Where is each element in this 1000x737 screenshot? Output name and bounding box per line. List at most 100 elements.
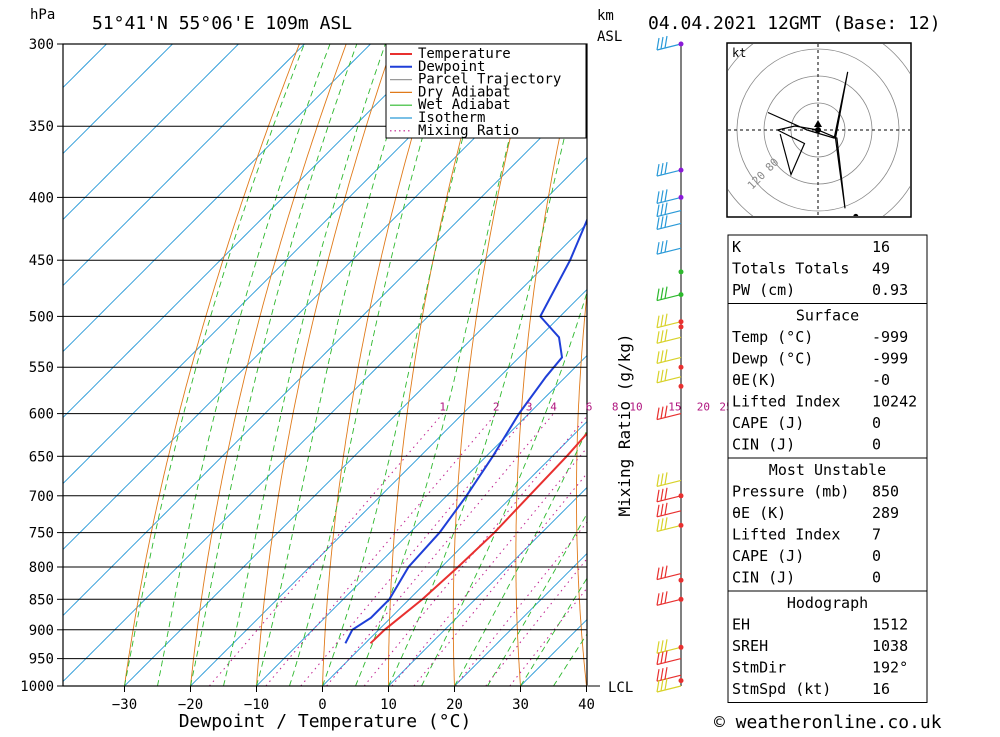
pressure-unit-label: hPa (30, 7, 55, 23)
height-marker (679, 645, 684, 650)
wind-barb-flag (661, 640, 663, 652)
y-tick-label: 900 (29, 623, 54, 639)
wind-barb (657, 44, 681, 50)
wind-barb-flag (657, 505, 659, 517)
wind-barb-flag (657, 217, 659, 229)
wind-barb (657, 511, 681, 517)
y-tick-label: 500 (29, 309, 54, 325)
wind-barb-flag (665, 488, 667, 500)
right-axis-label: Mixing Ratio (g/kg) (615, 333, 634, 516)
y-tick-label: 650 (29, 449, 54, 465)
wind-barb (657, 337, 681, 343)
wind-barb-flag (665, 240, 667, 252)
wind-barb-flag (665, 314, 667, 326)
wind-barb-flag (665, 639, 667, 651)
wind-barb-flag (657, 164, 659, 176)
wind-barb-flag (661, 288, 663, 300)
wind-barb-flag (661, 37, 663, 49)
wind-barb-flag (661, 330, 663, 342)
height-marker (679, 319, 684, 324)
wind-barb-flag (661, 518, 663, 530)
index-label: StmDir (732, 659, 786, 677)
wind-barb-flag (665, 287, 667, 299)
wind-barb (657, 248, 681, 254)
height-marker (679, 269, 684, 274)
index-label: StmSpd (kt) (732, 680, 831, 698)
wind-barb-flag (665, 566, 667, 578)
height-marker (679, 493, 684, 498)
wind-barb (657, 647, 681, 653)
location-title: 51°41'N 55°06'E 109m ASL (92, 13, 352, 34)
index-label: SREH (732, 637, 768, 655)
wind-barb-flag (665, 189, 667, 201)
wind-barb (657, 496, 681, 502)
y-tick-label: 950 (29, 652, 54, 668)
indices-block-title: Surface (796, 307, 859, 325)
index-label: CIN (J) (732, 436, 795, 454)
wet-adiabat-line (125, 44, 305, 686)
index-value: 1512 (872, 616, 908, 634)
y-tick-label: 850 (29, 592, 54, 608)
wind-barb-flag (657, 593, 659, 605)
wind-barb-flag (661, 350, 663, 362)
index-value: 289 (872, 504, 899, 522)
wind-barb (657, 357, 681, 363)
height-marker (679, 578, 684, 583)
index-value: 1038 (872, 637, 908, 655)
height-marker (679, 168, 684, 173)
wind-barb (657, 377, 681, 383)
wind-barb-flag (665, 678, 667, 690)
x-axis-label: Dewpoint / Temperature (°C) (179, 711, 472, 732)
index-value: 0 (872, 414, 881, 432)
wind-barb-flag (657, 408, 659, 420)
wind-barb-flag (657, 242, 659, 254)
index-label: Dewp (°C) (732, 350, 813, 368)
index-label: Temp (°C) (732, 328, 813, 346)
y-tick-label: 800 (29, 560, 54, 576)
wind-barb (657, 211, 681, 217)
wind-barb-flag (665, 215, 667, 227)
wind-barb (657, 659, 681, 665)
index-label: CAPE (J) (732, 547, 804, 565)
wind-barb-flag (657, 490, 659, 502)
wind-barb-flag (665, 591, 667, 603)
index-label: Totals Totals (732, 260, 849, 278)
mixing-ratio-line (209, 414, 442, 686)
wind-barb-flag (661, 216, 663, 228)
height-marker (679, 597, 684, 602)
y-tick-label: 300 (29, 37, 54, 53)
wind-barb-flag (665, 503, 667, 515)
index-label: PW (cm) (732, 281, 795, 299)
mixing-ratio-label: 1 (439, 401, 446, 414)
datetime-title: 04.04.2021 12GMT (Base: 12) (648, 13, 941, 34)
wind-barb-flag (661, 652, 663, 664)
wind-barb-flag (665, 472, 667, 484)
wind-barb-flag (661, 504, 663, 516)
x-tick-label: 40 (578, 697, 595, 713)
asl-label: ASL (597, 29, 622, 45)
wind-barb-flag (657, 519, 659, 531)
y-tick-label: 750 (29, 526, 54, 542)
wet-adiabat-line (455, 44, 727, 686)
wind-barb-flag (657, 371, 659, 383)
wind-barb-flag (661, 489, 663, 501)
indices-block-title: Most Unstable (769, 461, 886, 479)
wind-barb-flag (665, 203, 667, 215)
wind-barb-flag (657, 653, 659, 665)
wind-barb-flag (657, 568, 659, 580)
height-marker (679, 292, 684, 297)
dry-adiabat-line (692, 35, 722, 686)
wind-barb-flag (661, 679, 663, 691)
index-value: 0 (872, 569, 881, 587)
wind-barb-flag (657, 641, 659, 653)
index-value: 16 (872, 238, 890, 256)
wind-barb (657, 223, 681, 229)
wind-barb (657, 525, 681, 531)
dry-adiabat-line (953, 35, 1000, 686)
wind-barb-flag (657, 316, 659, 328)
wind-barb-flag (657, 331, 659, 343)
wind-barb-flag (657, 474, 659, 486)
wind-barb (657, 295, 681, 301)
